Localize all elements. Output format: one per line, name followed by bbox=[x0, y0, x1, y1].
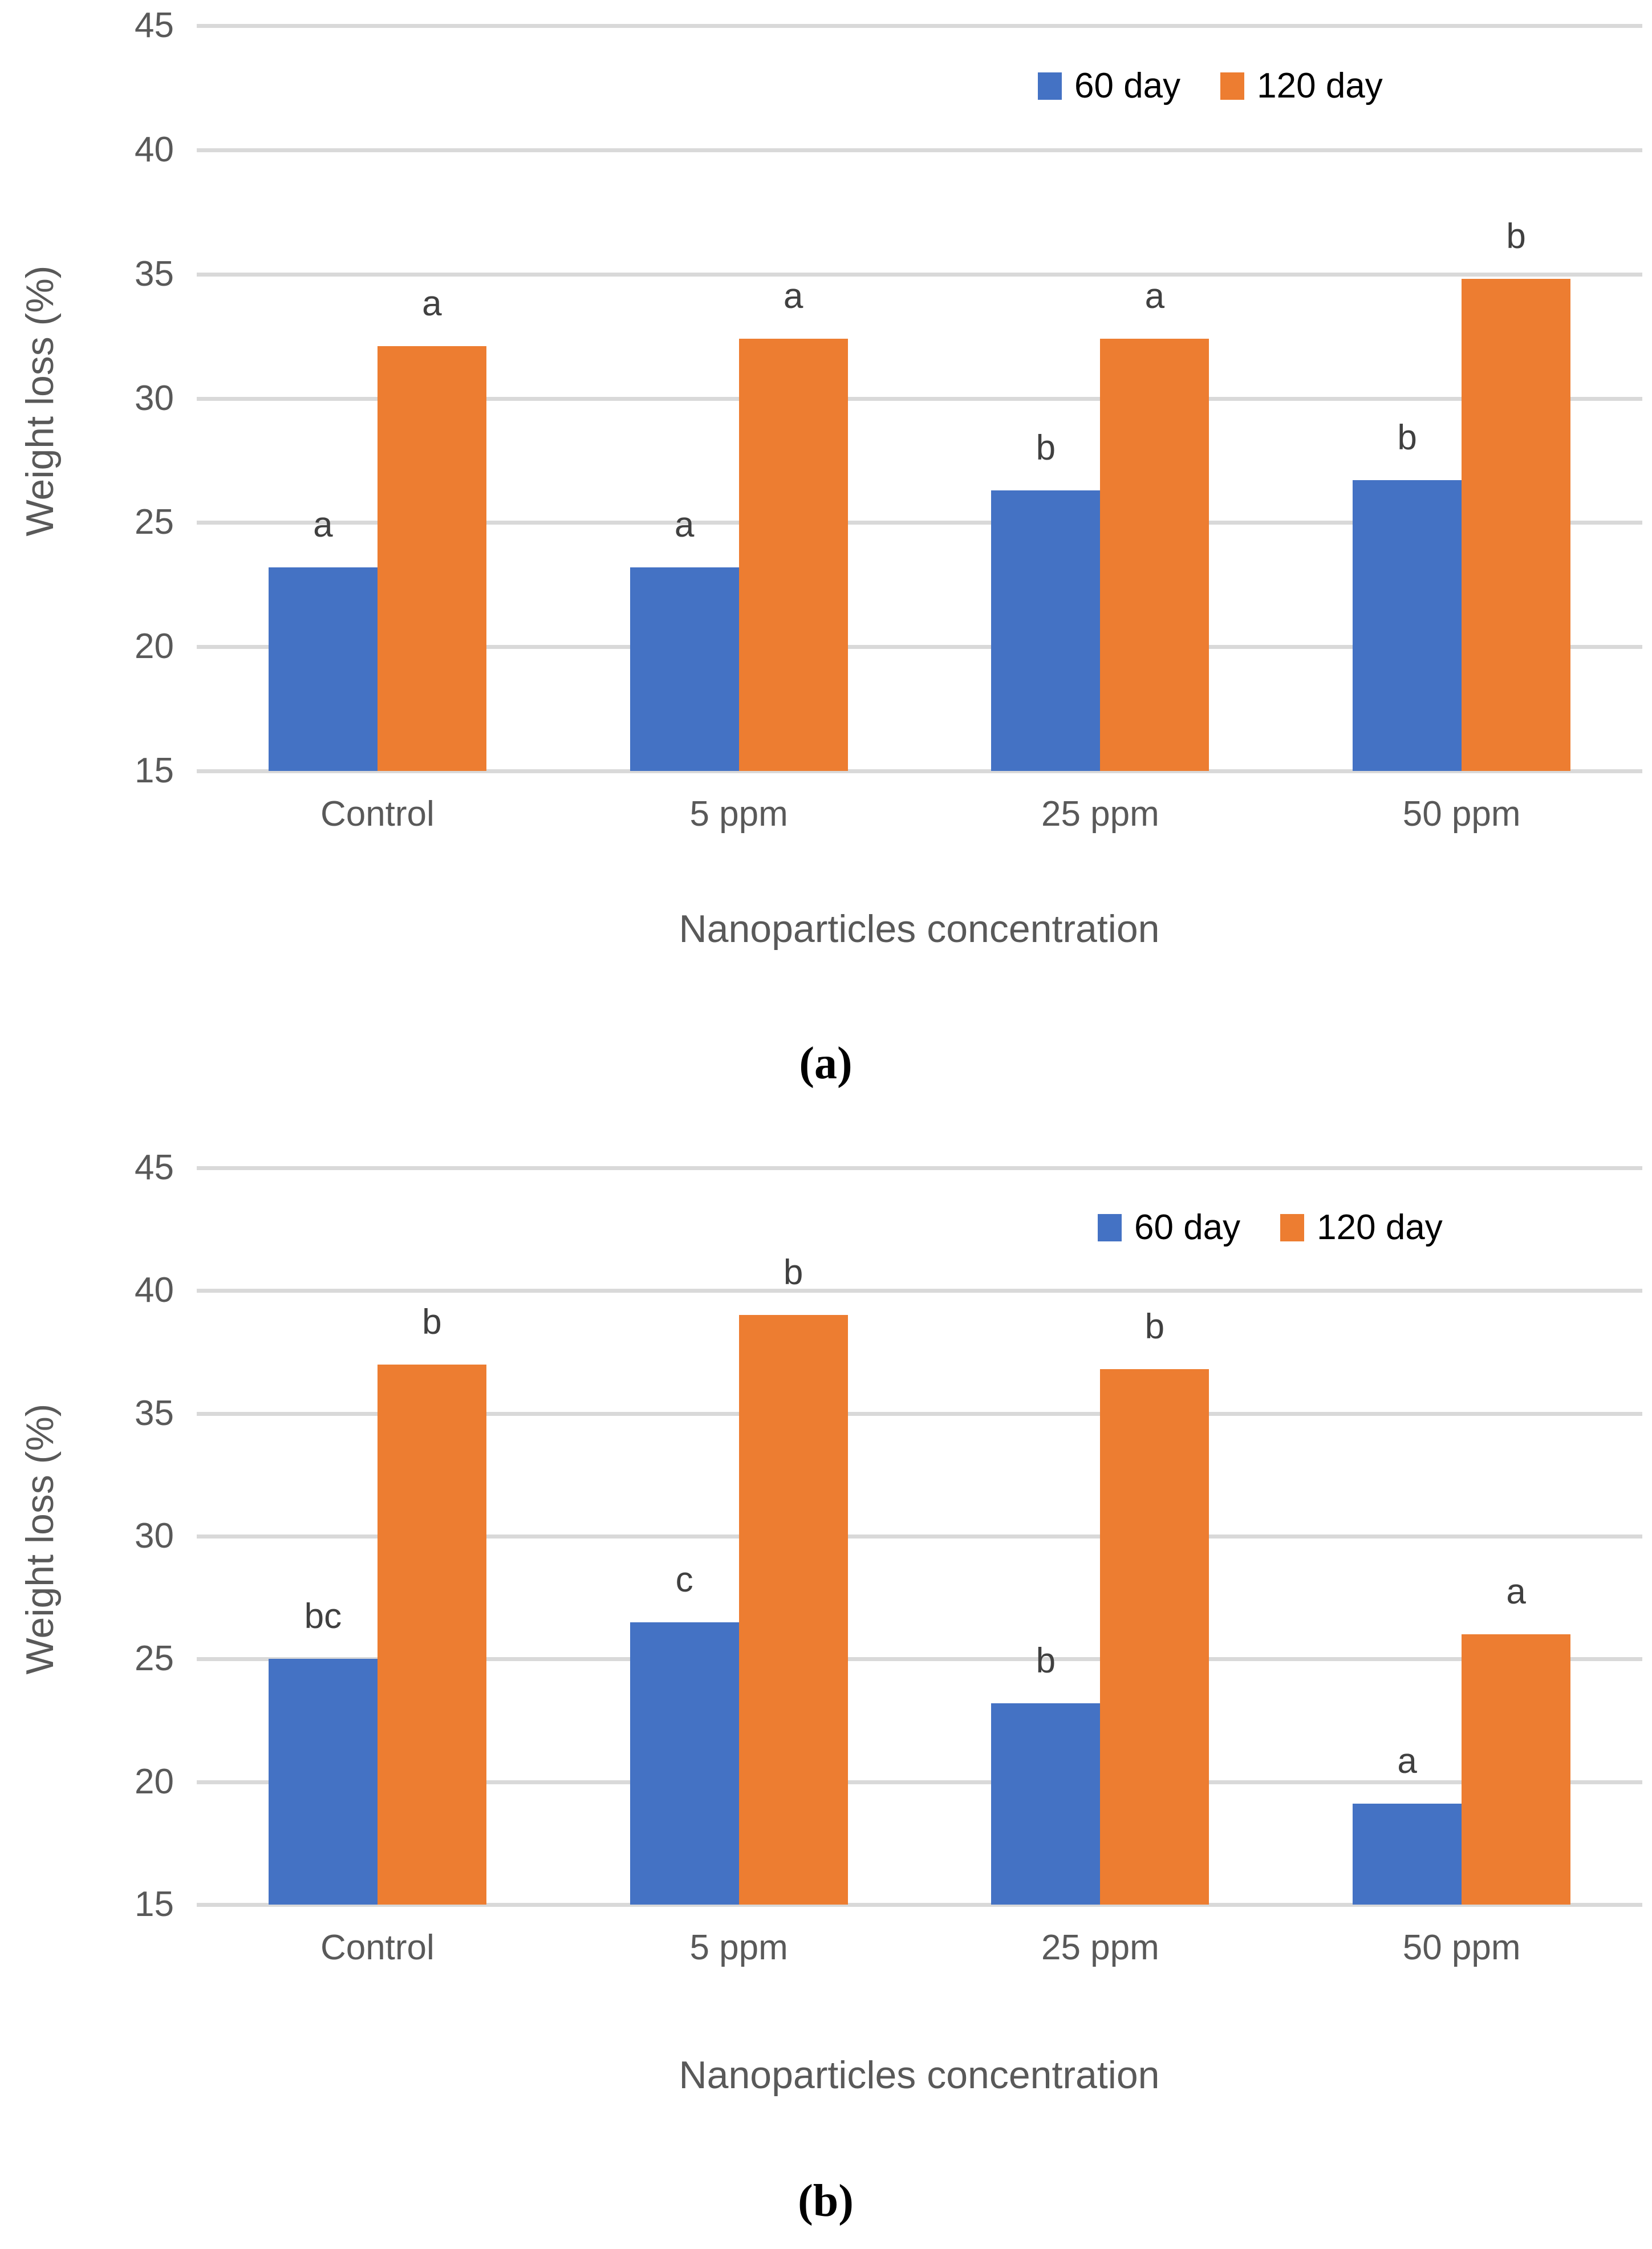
y-tick-label: 35 bbox=[135, 254, 174, 294]
significance-letter: b bbox=[422, 1302, 442, 1342]
y-axis-title-a: Weight loss (%) bbox=[18, 265, 62, 537]
x-tick-label: 50 ppm bbox=[1402, 794, 1521, 834]
gridline bbox=[197, 1780, 1642, 1784]
bar-120-day-Control bbox=[377, 1364, 486, 1905]
legend-item-60-day: 60 day bbox=[1038, 68, 1180, 104]
x-tick-label: 25 ppm bbox=[1041, 1928, 1159, 1967]
gridline bbox=[197, 1289, 1642, 1293]
x-axis-title-b: Nanoparticles concentration bbox=[679, 2053, 1160, 2097]
legend-item-60-day: 60 day bbox=[1098, 1210, 1240, 1245]
legend-swatch-120-day-icon bbox=[1220, 72, 1245, 100]
y-tick-label: 15 bbox=[135, 1885, 174, 1924]
x-tick-label: 5 ppm bbox=[689, 1928, 788, 1967]
bar-120-day-5-ppm bbox=[738, 338, 848, 771]
legend-a: 60 day 120 day bbox=[1038, 68, 1383, 104]
significance-letter: b bbox=[1506, 217, 1526, 257]
gridline bbox=[197, 272, 1642, 277]
y-tick-label: 35 bbox=[135, 1393, 174, 1433]
gridline bbox=[197, 769, 1642, 773]
significance-letter: a bbox=[422, 284, 442, 323]
significance-letter: b bbox=[783, 1253, 803, 1293]
y-tick-label: 20 bbox=[135, 1761, 174, 1801]
gridline bbox=[197, 24, 1642, 28]
significance-letter: a bbox=[674, 505, 695, 545]
gridline bbox=[197, 1166, 1642, 1170]
y-tick-label: 30 bbox=[135, 378, 174, 418]
y-tick-label: 30 bbox=[135, 1516, 174, 1556]
panel-caption-a: (a) bbox=[799, 1038, 853, 1089]
panel-caption-b: (b) bbox=[798, 2176, 854, 2226]
bar-60-day-25-ppm bbox=[991, 490, 1101, 771]
bar-60-day-50-ppm bbox=[1353, 1804, 1462, 1905]
significance-letter: b bbox=[1397, 418, 1417, 458]
y-tick-label: 25 bbox=[135, 1639, 174, 1679]
legend-label-120-day: 120 day bbox=[1317, 1208, 1443, 1247]
bar-60-day-5-ppm bbox=[630, 1622, 739, 1905]
legend-b: 60 day 120 day bbox=[1098, 1210, 1443, 1245]
x-tick-label: 5 ppm bbox=[689, 794, 788, 834]
significance-letter: c bbox=[675, 1560, 693, 1600]
bar-60-day-5-ppm bbox=[630, 567, 739, 771]
gridline bbox=[197, 1657, 1642, 1662]
gridline bbox=[197, 148, 1642, 152]
x-tick-label: 25 ppm bbox=[1041, 794, 1159, 834]
y-axis-title-b: Weight loss (%) bbox=[18, 1403, 62, 1675]
legend-label-60-day: 60 day bbox=[1134, 1208, 1241, 1247]
legend-item-120-day: 120 day bbox=[1280, 1210, 1443, 1245]
gridline bbox=[197, 1411, 1642, 1416]
bar-120-day-50-ppm bbox=[1462, 279, 1571, 771]
gridline bbox=[197, 1534, 1642, 1538]
legend-swatch-120-day-icon bbox=[1280, 1214, 1305, 1241]
significance-letter: b bbox=[1036, 1641, 1056, 1680]
x-axis-title-a: Nanoparticles concentration bbox=[679, 907, 1160, 951]
gridline bbox=[197, 521, 1642, 525]
y-tick-label: 15 bbox=[135, 751, 174, 790]
x-tick-label: Control bbox=[320, 794, 435, 834]
legend-swatch-60-day-icon bbox=[1098, 1214, 1122, 1241]
significance-letter: a bbox=[1506, 1572, 1526, 1612]
bar-60-day-25-ppm bbox=[991, 1703, 1101, 1905]
y-tick-label: 25 bbox=[135, 502, 174, 542]
significance-letter: a bbox=[313, 505, 333, 545]
bar-120-day-25-ppm bbox=[1100, 1369, 1209, 1905]
legend-label-120-day: 120 day bbox=[1257, 66, 1383, 105]
y-tick-label: 40 bbox=[135, 129, 174, 169]
bar-60-day-Control bbox=[268, 567, 378, 771]
gridline bbox=[197, 1903, 1642, 1907]
bar-120-day-50-ppm bbox=[1462, 1634, 1571, 1905]
y-tick-label: 45 bbox=[135, 1148, 174, 1187]
gridline bbox=[197, 645, 1642, 649]
significance-letter: bc bbox=[304, 1597, 342, 1637]
significance-letter: a bbox=[1397, 1741, 1417, 1781]
x-tick-label: Control bbox=[320, 1928, 435, 1967]
y-tick-label: 20 bbox=[135, 627, 174, 667]
legend-item-120-day: 120 day bbox=[1220, 68, 1383, 104]
significance-letter: b bbox=[1036, 428, 1056, 468]
significance-letter: a bbox=[783, 276, 803, 316]
legend-label-60-day: 60 day bbox=[1074, 66, 1181, 105]
legend-swatch-60-day-icon bbox=[1038, 72, 1062, 100]
bar-120-day-Control bbox=[377, 346, 486, 771]
x-tick-label: 50 ppm bbox=[1402, 1928, 1521, 1967]
significance-letter: b bbox=[1144, 1307, 1165, 1347]
y-tick-label: 45 bbox=[135, 6, 174, 45]
y-tick-label: 40 bbox=[135, 1270, 174, 1310]
bar-120-day-5-ppm bbox=[738, 1315, 848, 1905]
bar-60-day-50-ppm bbox=[1353, 480, 1462, 771]
significance-letter: a bbox=[1144, 276, 1165, 316]
bar-60-day-Control bbox=[268, 1659, 378, 1905]
bar-120-day-25-ppm bbox=[1100, 338, 1209, 771]
gridline bbox=[197, 396, 1642, 401]
